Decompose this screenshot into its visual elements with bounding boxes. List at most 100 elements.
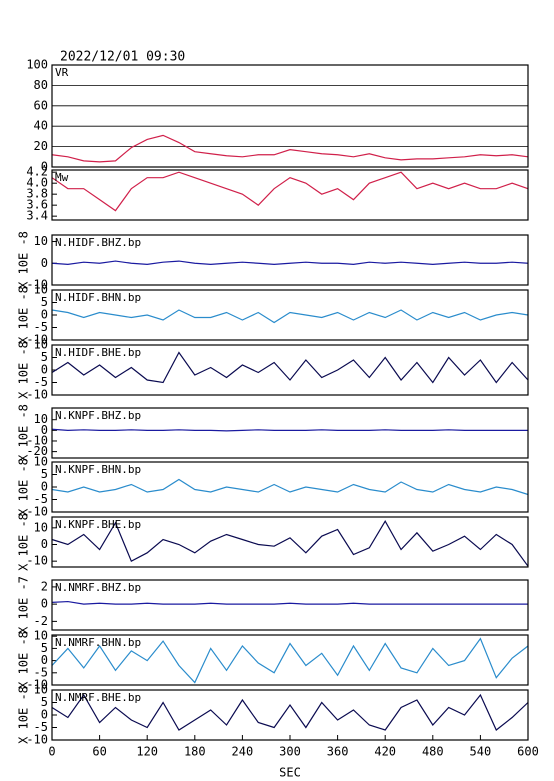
y-tick-label: 80 (34, 78, 48, 92)
y-tick-label: -10 (26, 733, 48, 747)
y-tick-label: 3.6 (26, 198, 48, 212)
y-axis-label: X 10E -8 (17, 458, 31, 516)
x-tick-label: 60 (92, 745, 106, 759)
panel-title: N.KNPF.BHN.bp (55, 463, 141, 476)
y-tick-label: 10 (34, 412, 48, 426)
x-tick-label: 360 (327, 745, 349, 759)
panel-title: N.NMRF.BHN.bp (55, 636, 141, 649)
y-axis-label: X 10E -8 (17, 341, 31, 399)
y-tick-label: -10 (26, 505, 48, 519)
trace (51, 309, 529, 324)
x-tick-label: 300 (279, 745, 301, 759)
x-tick-label: 420 (374, 745, 396, 759)
y-tick-label: 5 (41, 350, 48, 364)
panel-frame (51, 234, 529, 286)
panel-frame (51, 579, 529, 631)
y-tick-label: 5 (41, 467, 48, 481)
y-tick-label: 5 (41, 695, 48, 709)
y-tick-label: -10 (26, 333, 48, 347)
y-axis-label: X 10E -8 (17, 686, 31, 744)
x-tick-label: 600 (517, 745, 539, 759)
trace (51, 600, 528, 605)
trace (51, 428, 528, 432)
panel-title: VR (55, 66, 69, 79)
panel-title: N.NMRF.BHZ.bp (55, 581, 141, 594)
y-axis-label: X 10E -8 (17, 404, 31, 462)
y-tick-label: 10 (34, 338, 48, 352)
trace (51, 351, 529, 384)
y-tick-label: 10 (34, 455, 48, 469)
y-tick-label: -10 (26, 388, 48, 402)
y-tick-label: 10 (34, 520, 48, 534)
trace (51, 693, 529, 731)
y-tick-label: 4.0 (26, 176, 48, 190)
y-tick-label: 0 (41, 537, 48, 551)
y-tick-label: -2 (34, 614, 48, 628)
y-tick-label: 40 (34, 119, 48, 133)
x-axis-label: SEC (279, 766, 301, 780)
panel-frame (51, 344, 529, 396)
panel-frame (51, 634, 529, 686)
y-tick-label: 60 (34, 98, 48, 112)
y-tick-label: 0 (41, 653, 48, 667)
y-tick-label: 4.2 (26, 165, 48, 179)
trace (51, 171, 529, 212)
y-tick-label: 2 (41, 579, 48, 593)
y-tick-label: 10 (34, 629, 48, 643)
x-tick-label: 540 (470, 745, 492, 759)
y-tick-label: 10 (34, 683, 48, 697)
trace (51, 478, 529, 496)
y-axis-label: X 10E -8 (17, 231, 31, 289)
y-tick-label: -10 (26, 278, 48, 292)
panel-frame (51, 407, 529, 459)
y-tick-label: 0 (41, 256, 48, 270)
y-tick-label: 5 (41, 641, 48, 655)
y-tick-label: -5 (34, 665, 48, 679)
panel-frame (51, 516, 529, 568)
y-axis-label: X 10E -8 (17, 513, 31, 571)
trace (51, 134, 529, 163)
y-tick-label: 100 (26, 58, 48, 72)
panel-title: N.HIDF.BHZ.bp (55, 236, 141, 249)
timestamp: 2022/12/01 09:30 (60, 50, 185, 65)
y-tick-label: -5 (34, 720, 48, 734)
panel-title: N.HIDF.BHE.bp (55, 346, 141, 359)
y-tick-label: 0 (41, 480, 48, 494)
panel-frame (51, 461, 529, 513)
trace (51, 260, 529, 265)
x-tick-label: 120 (136, 745, 158, 759)
y-tick-label: -5 (34, 375, 48, 389)
panel-title: N.HIDF.BHN.bp (55, 291, 141, 304)
y-tick-label: 3.4 (26, 209, 48, 223)
y-tick-label: -10 (26, 554, 48, 568)
y-tick-label: 0 (41, 363, 48, 377)
panel-title: N.NMRF.BHE.bp (55, 691, 141, 704)
panel-title: Mw (55, 171, 69, 184)
y-axis-label: X 10E -8 (17, 631, 31, 689)
x-tick-label: 180 (184, 745, 206, 759)
x-tick-label: 0 (48, 745, 55, 759)
y-tick-label: 0 (41, 423, 48, 437)
y-tick-label: 0 (41, 160, 48, 174)
y-tick-label: -10 (26, 433, 48, 447)
panel-title: N.KNPF.BHE.bp (55, 518, 141, 531)
y-tick-label: -10 (26, 678, 48, 692)
y-tick-label: 0 (41, 597, 48, 611)
panel-frame (51, 289, 529, 341)
y-tick-label: 3.8 (26, 187, 48, 201)
y-tick-label: -5 (34, 492, 48, 506)
panel-title: N.KNPF.BHZ.bp (55, 409, 141, 422)
panel-frame (51, 64, 529, 168)
y-axis-label: X 10E -7 (17, 576, 31, 634)
y-axis-label: X 10E -8 (17, 286, 31, 344)
y-tick-label: 20 (34, 139, 48, 153)
y-tick-label: 0 (41, 708, 48, 722)
trace (51, 637, 529, 684)
y-tick-label: 5 (41, 295, 48, 309)
x-tick-label: 240 (232, 745, 254, 759)
y-tick-label: -20 (26, 444, 48, 458)
panel-frame (51, 169, 529, 221)
y-tick-label: 10 (34, 234, 48, 248)
y-tick-label: 10 (34, 283, 48, 297)
